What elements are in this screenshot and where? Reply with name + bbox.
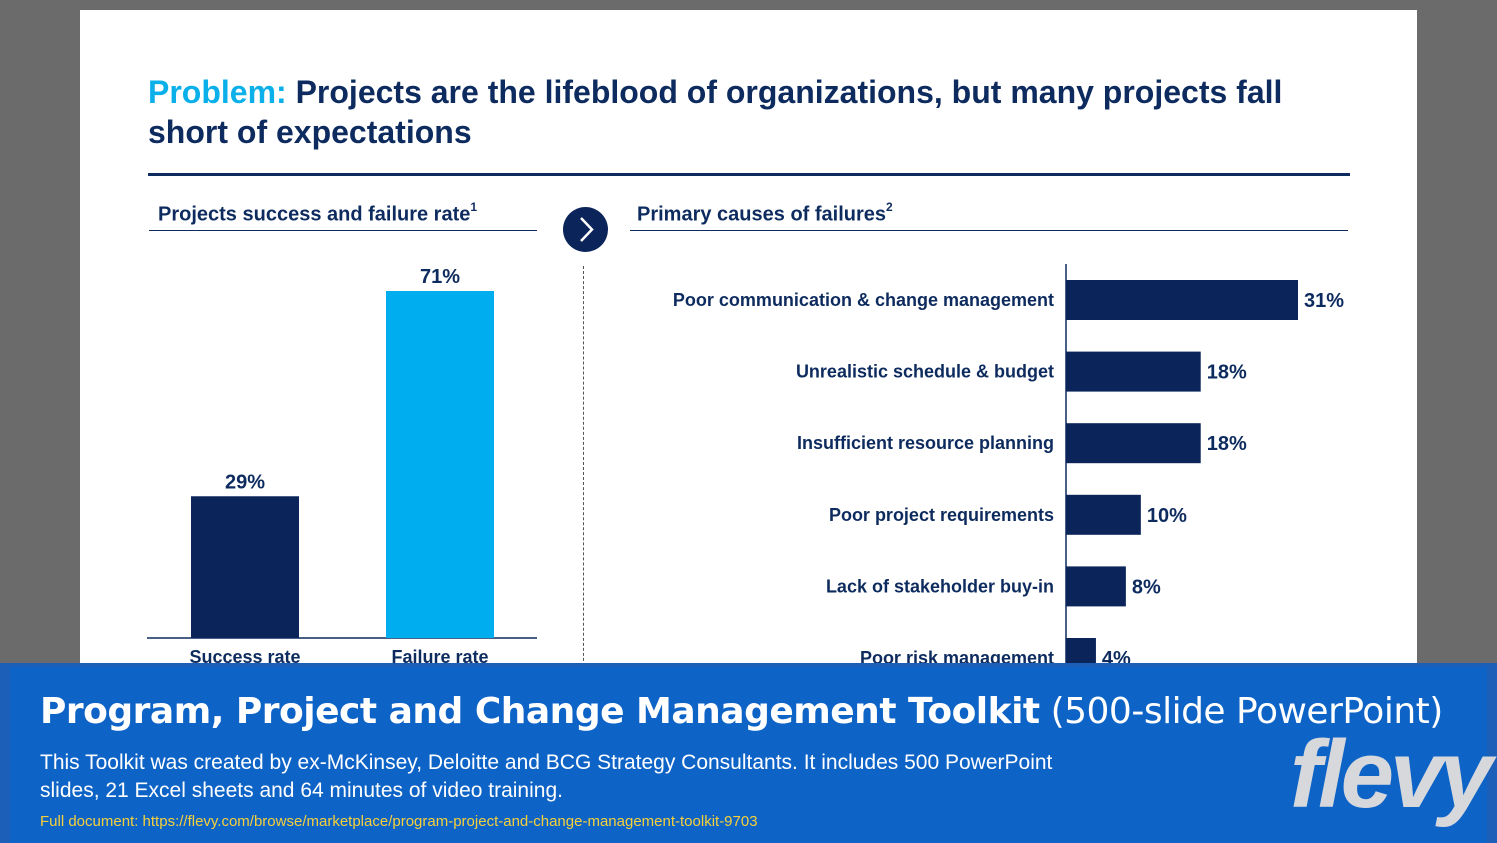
category-label-1: Poor communication & change management (673, 290, 1054, 310)
slide: Problem: Projects are the lifeblood of o… (80, 10, 1417, 670)
left-section-heading: Projects success and failure rate1 (158, 200, 478, 227)
title-text: Projects are the lifeblood of organizati… (148, 74, 1283, 150)
flevy-logo: flevy (1290, 721, 1493, 828)
success-failure-chart: 29% Success rate 71% Failure rate (147, 266, 537, 667)
data-label-5: 8% (1132, 576, 1161, 598)
category-label-3: Insufficient resource planning (797, 433, 1054, 453)
promo-banner: Program, Project and Change Management T… (0, 663, 1497, 843)
chevron-right-icon (563, 207, 608, 252)
bar-5 (1066, 566, 1126, 607)
bar-2 (1066, 351, 1201, 392)
failure-causes-chart: Poor communication & change management 31… (673, 264, 1344, 670)
bar-3 (1066, 423, 1201, 464)
data-label-1: 29% (225, 471, 265, 493)
data-label-4: 10% (1147, 505, 1187, 527)
slide-title: Problem: Projects are the lifeblood of o… (148, 72, 1358, 152)
banner-title: Program, Project and Change Management T… (40, 691, 1443, 732)
data-label-2: 18% (1207, 362, 1247, 384)
right-section-rule (630, 230, 1348, 231)
banner-panel: Program, Project and Change Management T… (10, 667, 1493, 843)
data-label-1: 31% (1304, 290, 1344, 312)
document-link[interactable]: Full document: https://flevy.com/browse/… (40, 813, 758, 830)
title-keyword: Problem: (148, 74, 287, 110)
bar-1 (191, 496, 299, 638)
banner-description: This Toolkit was created by ex-McKinsey,… (40, 751, 1053, 802)
right-section-heading: Primary causes of failures2 (637, 200, 893, 227)
banner-title-light: (500-slide PowerPoint) (1039, 691, 1444, 732)
bar-1 (1066, 280, 1298, 320)
bar-2 (386, 291, 494, 638)
category-label-2: Failure rate (391, 647, 488, 667)
right-heading-footnote: 2 (886, 200, 893, 214)
category-label-4: Poor project requirements (829, 505, 1054, 525)
left-heading-text: Projects success and failure rate (158, 203, 471, 226)
left-section-rule (149, 230, 537, 231)
category-label-1: Success rate (189, 647, 300, 667)
banner-title-bold: Program, Project and Change Management T… (40, 691, 1040, 732)
dashed-divider (583, 266, 584, 670)
title-rule (148, 173, 1350, 176)
bar-4 (1066, 494, 1141, 535)
left-heading-footnote: 1 (470, 200, 478, 214)
data-label-2: 71% (420, 266, 460, 288)
category-label-5: Lack of stakeholder buy-in (826, 576, 1054, 596)
category-label-2: Unrealistic schedule & budget (796, 362, 1054, 382)
right-heading-text: Primary causes of failures (637, 203, 887, 226)
data-label-3: 18% (1207, 433, 1247, 455)
